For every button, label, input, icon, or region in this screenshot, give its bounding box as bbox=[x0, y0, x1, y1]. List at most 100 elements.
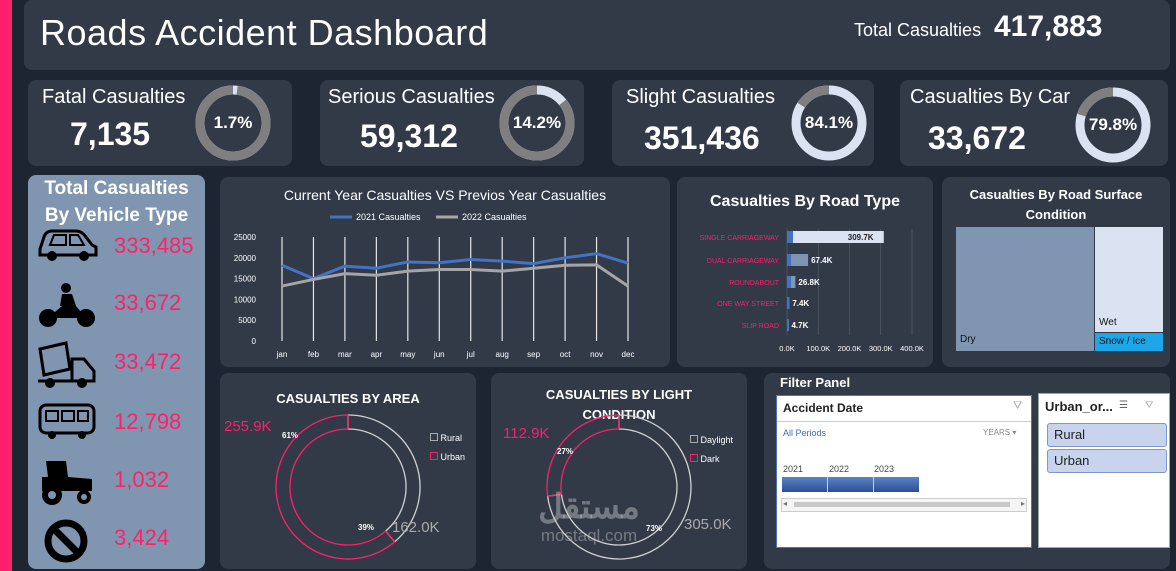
timeline-scrollbar[interactable]: ◂ ▸ bbox=[781, 498, 1027, 512]
legend-swatch bbox=[430, 433, 438, 441]
filter-panel: Filter Panel Accident Date ⛛ All Periods… bbox=[764, 373, 1170, 569]
vehicle-value: 12,798 bbox=[114, 409, 182, 434]
slice-dark-inner bbox=[560, 428, 620, 495]
scroll-thumb[interactable] bbox=[794, 502, 1010, 507]
y-tick-label: 15000 bbox=[234, 275, 257, 284]
kpi-pct: 84.1% bbox=[804, 113, 854, 132]
x-tick-label: nov bbox=[590, 350, 603, 359]
x-tick-label: jun bbox=[433, 350, 445, 359]
kpi-label: Slight Casualties bbox=[626, 86, 775, 108]
vehicle-row-car: 333,485 bbox=[28, 219, 205, 279]
light-dark-pct: 27% bbox=[557, 447, 574, 456]
slice-daylight-inner bbox=[560, 428, 678, 546]
treemap-cell-wet: Wet bbox=[1095, 227, 1163, 332]
year-2023[interactable]: 2023 bbox=[874, 464, 895, 474]
slice-daylight-outer bbox=[546, 414, 692, 560]
legend-swatch bbox=[690, 435, 698, 443]
other-icon bbox=[44, 519, 88, 563]
slice-urban-inner bbox=[289, 428, 387, 546]
legend-label: Daylight bbox=[700, 435, 734, 445]
timeline-divider bbox=[827, 477, 828, 492]
y-tick-label: 20000 bbox=[234, 254, 257, 263]
data-label: 4.7K bbox=[791, 321, 808, 330]
bar-accent bbox=[787, 319, 789, 331]
data-label: 26.8K bbox=[798, 278, 820, 287]
slice-urban-outer bbox=[275, 414, 396, 560]
years-dropdown-label: YEARS bbox=[983, 428, 1011, 437]
clear-filter-icon[interactable]: ⛛ bbox=[1013, 400, 1023, 412]
x-tick-label: may bbox=[400, 350, 415, 359]
scroll-left-icon[interactable]: ◂ bbox=[783, 499, 788, 508]
watermark: مستقل mostaql.com bbox=[514, 488, 664, 546]
light-donut bbox=[546, 414, 692, 560]
filter-panel-title: Filter Panel bbox=[780, 375, 851, 390]
donut-remainder bbox=[499, 85, 575, 161]
road-surface-title: Casualties By Road Surface Condition bbox=[942, 185, 1170, 225]
urban-slicer: Urban_or... ☰ ⛛ Rural Urban bbox=[1038, 393, 1170, 548]
kpi-car: Casualties By Car 33,672 79.8% bbox=[900, 80, 1168, 166]
slice-edge bbox=[547, 493, 562, 497]
legend-dark: Dark bbox=[690, 454, 720, 464]
bar-accent bbox=[787, 231, 793, 243]
kpi-slight: Slight Casualties 351,436 84.1% bbox=[612, 80, 874, 166]
timeline-range-bar[interactable] bbox=[782, 477, 919, 492]
area-card: CASUALTIES BY AREA 255.9K 162.0K 61% 39%… bbox=[220, 373, 476, 569]
scroll-right-icon[interactable]: ▸ bbox=[1020, 499, 1025, 508]
vehicle-row-tractor: 1,032 bbox=[28, 453, 205, 513]
vehicle-row-other: 3,424 bbox=[28, 511, 205, 571]
vehicle-row-bus: 12,798 bbox=[28, 395, 205, 455]
x-tick-label: mar bbox=[338, 350, 352, 359]
legend-urban: Urban bbox=[430, 452, 465, 462]
kpi-pct: 14.2% bbox=[512, 113, 562, 132]
bar-accent bbox=[787, 276, 791, 288]
series-line-2021 bbox=[281, 252, 629, 281]
vehicle-title-line1: Total Casualties bbox=[44, 178, 189, 199]
year-2021[interactable]: 2021 bbox=[783, 464, 804, 474]
category-label: SLIP ROAD bbox=[742, 323, 779, 330]
donut-track bbox=[791, 85, 867, 161]
kpi-value: 33,672 bbox=[928, 120, 1026, 156]
total-casualties-label: Total Casualties bbox=[854, 20, 982, 40]
timeline-divider bbox=[873, 477, 874, 492]
legend-swatch bbox=[430, 452, 438, 460]
slicer-item-urban[interactable]: Urban bbox=[1047, 449, 1167, 473]
light-daylight-value: 305.0K bbox=[684, 516, 732, 533]
x-tick-label: 0.0K bbox=[779, 344, 794, 353]
slice-dark-outer bbox=[546, 414, 620, 497]
donut-remainder bbox=[1077, 87, 1114, 117]
y-tick-label: 5000 bbox=[238, 316, 256, 325]
page-title: Roads Accident Dashboard bbox=[40, 12, 489, 53]
data-label: 309.7K bbox=[848, 233, 874, 242]
all-periods-label[interactable]: All Periods bbox=[783, 428, 827, 438]
x-tick-label: apr bbox=[371, 350, 383, 359]
x-tick-label: 100.0K bbox=[806, 344, 830, 353]
donut-remainder bbox=[195, 85, 271, 161]
multi-select-icon[interactable]: ☰ bbox=[1119, 400, 1128, 411]
area-title: CASUALTIES BY AREA bbox=[276, 391, 420, 406]
series-line-2022 bbox=[281, 263, 629, 288]
slice-rural-inner bbox=[347, 428, 407, 532]
date-slicer: Accident Date ⛛ All Periods YEARS ▾ 2021… bbox=[776, 395, 1032, 548]
area-donut bbox=[275, 414, 421, 560]
x-tick-label: feb bbox=[308, 350, 320, 359]
donut-track bbox=[1075, 87, 1151, 163]
category-label: DUAL CARRIAGEWAY bbox=[707, 258, 779, 265]
area-rural-value: 162.0K bbox=[392, 519, 440, 536]
x-tick-label: 400.0K bbox=[900, 344, 924, 353]
bar bbox=[787, 231, 884, 243]
treemap-cell-snow: Snow / Ice bbox=[1095, 333, 1163, 351]
slicer-item-rural[interactable]: Rural bbox=[1047, 423, 1167, 447]
donut-chart bbox=[195, 85, 271, 161]
road-type-chart: 0.0K 100.0K 200.0K 300.0K 400.0K SINGLE CARRI… bbox=[700, 229, 924, 353]
year-2022[interactable]: 2022 bbox=[829, 464, 850, 474]
legend-rural: Rural bbox=[430, 433, 462, 443]
car-icon bbox=[38, 229, 98, 261]
clear-filter-icon[interactable]: ⛛ bbox=[1145, 400, 1154, 411]
donut-chart bbox=[1075, 87, 1151, 163]
vehicle-value: 33,472 bbox=[114, 349, 182, 374]
vehicle-row-motorbike: 33,672 bbox=[28, 276, 205, 336]
treemap-label: Snow / Ice bbox=[1099, 336, 1146, 347]
light-card: CASUALTIES BY LIGHT CONDITION 112.9K 305… bbox=[491, 373, 747, 569]
bar bbox=[787, 276, 796, 288]
years-dropdown[interactable]: YEARS ▾ bbox=[983, 428, 1017, 437]
